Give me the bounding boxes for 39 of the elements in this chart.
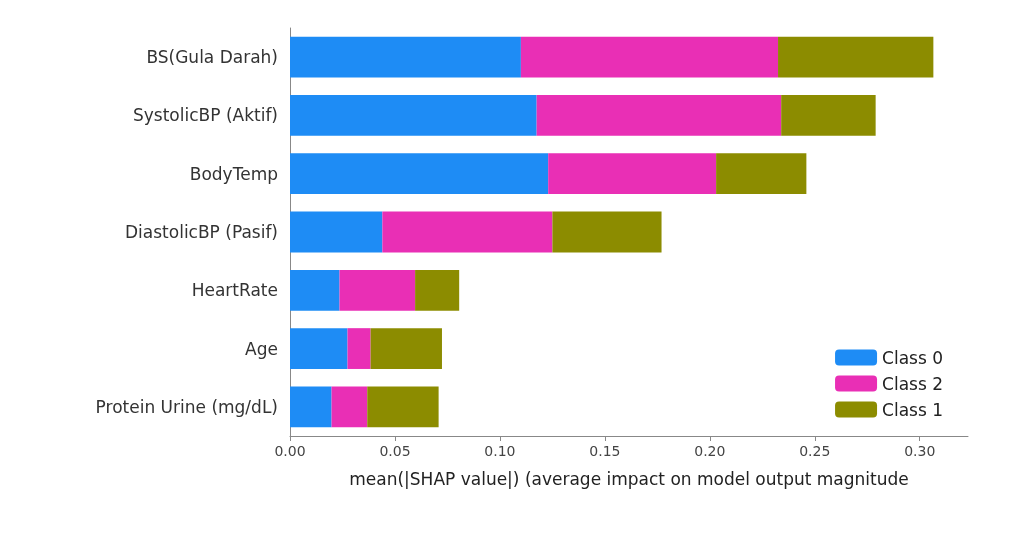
y-tick-label: DiastolicBP (Pasif): [125, 222, 278, 242]
bar: [370, 328, 442, 369]
y-tick-label: HeartRate: [191, 280, 278, 301]
y-tick-label: Age: [245, 338, 278, 359]
bar: [781, 95, 876, 136]
y-tick-label: SystolicBP (Aktif): [133, 105, 278, 126]
x-tick-label: 0.30: [904, 443, 936, 459]
x-tick-label: 0.05: [379, 443, 411, 459]
legend-label: Class 0: [882, 347, 944, 368]
x-tick-label: 0.15: [589, 443, 621, 459]
bar: [347, 328, 371, 369]
bar: [520, 36, 779, 78]
y-tick-label: BodyTemp: [189, 163, 278, 184]
legend-label: Class 2: [882, 373, 944, 394]
bar: [367, 386, 439, 428]
bar: [382, 211, 553, 253]
bar: [331, 386, 368, 428]
bar: [290, 36, 521, 78]
x-tick-label: 0.10: [484, 443, 516, 459]
bar: [778, 36, 934, 78]
bar: [290, 269, 340, 311]
x-tick-label: 0.25: [799, 443, 831, 459]
bar: [290, 386, 332, 428]
y-tick-label: Protein Urine (mg/dL): [95, 396, 278, 417]
bar: [548, 153, 717, 195]
x-tick-label: 0.00: [274, 443, 306, 459]
x-tick-label: 0.20: [694, 443, 726, 459]
bar: [339, 269, 416, 311]
y-tick-label: BS(Gula Darah): [146, 47, 278, 68]
x-axis-title: mean(|SHAP value|) (average impact on model output magnitude: [349, 468, 909, 489]
legend-label: Class 1: [882, 399, 944, 420]
bar: [290, 95, 537, 136]
bar: [290, 328, 348, 369]
bar: [552, 211, 662, 253]
bar: [415, 269, 460, 311]
bar: [536, 95, 782, 136]
bar: [716, 153, 807, 195]
bar: [290, 211, 383, 253]
bar: [290, 153, 549, 195]
